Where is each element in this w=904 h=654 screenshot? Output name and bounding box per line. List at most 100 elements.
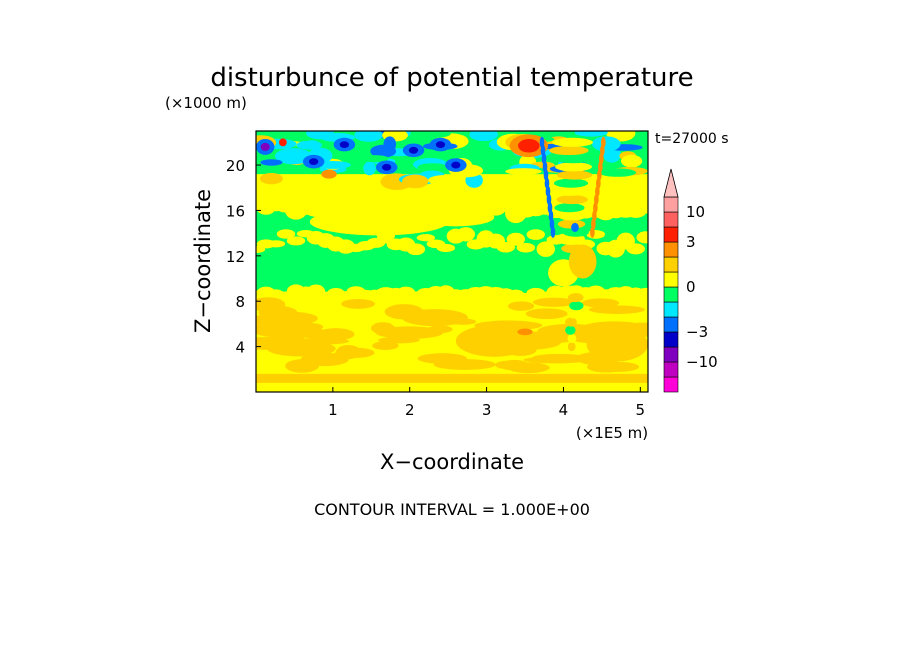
plume-cell	[565, 325, 576, 335]
midlevel-patch	[516, 242, 536, 253]
plume-cell	[555, 162, 592, 172]
x-tick-label: 5	[636, 401, 646, 419]
upper-cell	[599, 168, 637, 177]
y-tick-label: 8	[235, 293, 245, 311]
upper-cell	[363, 161, 376, 176]
colorbar-arrow	[663, 168, 679, 198]
lower-orange-cell	[499, 359, 530, 371]
warm-core	[279, 138, 287, 147]
cold-core	[339, 141, 350, 149]
plume-cell	[569, 301, 584, 311]
upper-cell	[360, 155, 389, 163]
y-tick-label: 20	[226, 157, 245, 175]
colorbar-label: 0	[686, 278, 696, 296]
x-axis-label: X−coordinate	[380, 450, 524, 474]
midlevel-patch	[526, 229, 546, 240]
upper-cell	[260, 159, 283, 166]
colorbar-band	[663, 316, 679, 333]
warm-core	[518, 138, 540, 153]
x-tick-label: 3	[482, 401, 492, 419]
upper-cell	[505, 168, 542, 175]
plume-cell	[554, 154, 593, 164]
midlevel-patch	[536, 241, 555, 257]
colorbar-band	[663, 256, 679, 273]
time-label: t=27000 s	[655, 131, 729, 147]
plume-cell	[549, 145, 589, 156]
lower-orange-cell	[532, 297, 575, 307]
midlevel-patch	[266, 240, 286, 248]
upper-cell	[621, 154, 643, 168]
x-unit-label: (×1E5 m)	[576, 424, 648, 442]
plume-cell	[552, 186, 586, 196]
plume-warm-filament	[601, 136, 606, 149]
lower-orange-cell	[507, 301, 535, 311]
lower-orange-cell	[597, 361, 640, 372]
plume-cold-filament	[571, 222, 579, 232]
midlevel-patch	[496, 241, 516, 253]
lower-orange-cell	[335, 347, 375, 358]
upper-cell	[274, 148, 313, 165]
colorbar-band	[663, 361, 679, 378]
plume-cell	[568, 244, 597, 279]
colorbar-band	[663, 301, 679, 318]
colorbar-band	[663, 196, 679, 213]
plume-cold-filament	[539, 136, 545, 149]
y-unit-label: (×1000 m)	[165, 94, 247, 112]
colorbar-band	[663, 331, 679, 348]
lower-orange-cell	[258, 305, 298, 320]
midlevel-patch	[506, 232, 526, 246]
plume-cell	[567, 342, 576, 352]
x-tick-label: 4	[559, 401, 569, 419]
colorbar-band	[663, 376, 679, 393]
lower-orange-cell	[401, 309, 468, 327]
lower-orange-cell	[341, 298, 375, 309]
plume-cell	[567, 309, 581, 319]
midlevel-patch	[636, 231, 648, 244]
upper-cell	[592, 136, 621, 152]
plume-cell	[565, 317, 577, 327]
plume-cell	[567, 293, 584, 303]
midlevel-patch	[586, 229, 605, 239]
interface-wave	[634, 200, 648, 214]
warm-cell	[259, 172, 283, 185]
midlevel-patch	[436, 243, 456, 253]
lower-orange-cell	[455, 325, 533, 357]
plume-cell	[554, 203, 585, 213]
colorbar-label: −3	[686, 323, 708, 341]
y-tick-label: 12	[226, 248, 245, 266]
midlevel-patch	[286, 236, 306, 246]
x-tick-label: 2	[405, 401, 415, 419]
cold-core	[435, 141, 446, 149]
temperature-field	[256, 131, 648, 392]
upper-cell	[383, 136, 397, 153]
lower-orange-cell	[427, 325, 453, 334]
plume-cell	[552, 137, 593, 147]
lower-orange-cell	[588, 305, 646, 314]
midlevel-patch	[416, 234, 436, 242]
cold-core	[451, 161, 461, 169]
colorbar: −10 −3 0 3 10	[663, 168, 718, 393]
colorbar-band	[663, 271, 679, 288]
plume-cell	[556, 170, 593, 180]
y-axis-label: Z−coordinate	[191, 189, 215, 333]
interface-wave	[636, 287, 648, 301]
lower-orange-cell	[300, 352, 349, 367]
upper-cell	[402, 174, 429, 189]
warm-cell	[321, 169, 337, 179]
lower-orange-cell	[525, 308, 568, 320]
midlevel-patch	[309, 208, 449, 236]
upper-cell	[275, 165, 314, 172]
upper-cell	[354, 131, 383, 142]
lower-orange-cell	[298, 327, 327, 339]
plot-frame	[255, 130, 649, 393]
chart-title: disturbunce of potential temperature	[210, 63, 693, 93]
midlevel-patch	[276, 229, 296, 239]
plume-cell	[557, 211, 587, 221]
x-axis-ticks: 1 2 3 4 5	[328, 387, 645, 419]
lower-orange-cell	[433, 359, 496, 370]
lower-orange-cell	[531, 353, 587, 363]
contour-interval-note: CONTOUR INTERVAL = 1.000E+00	[314, 500, 590, 519]
lower-orange-cell	[581, 298, 620, 308]
colorbar-label: 10	[686, 203, 705, 221]
upper-cell	[417, 163, 448, 172]
